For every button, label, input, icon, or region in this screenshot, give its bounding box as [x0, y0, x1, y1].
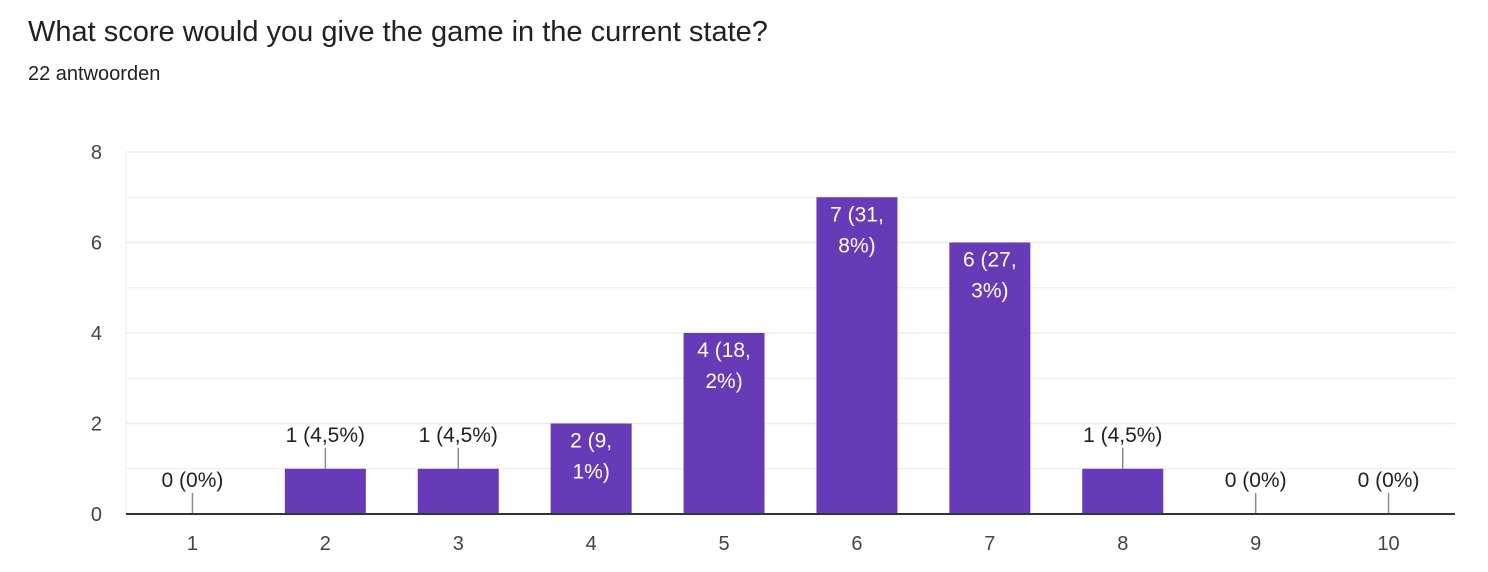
- x-tick-label: 1: [187, 533, 198, 555]
- x-tick-label: 4: [586, 533, 597, 555]
- chart-title: What score would you give the game in th…: [28, 16, 768, 48]
- x-tick-label: 7: [984, 533, 995, 555]
- data-label: 3%): [971, 280, 1008, 303]
- response-count: 22 antwoorden: [28, 63, 161, 85]
- data-label: 7 (31,: [830, 203, 884, 226]
- y-tick-label: 4: [91, 323, 102, 345]
- x-tick-label: 6: [851, 533, 862, 555]
- data-label: 6 (27,: [963, 249, 1017, 272]
- data-label: 2 (9,: [570, 430, 612, 453]
- bar: [816, 197, 898, 514]
- data-label: 0 (0%): [1225, 469, 1287, 492]
- y-tick-label: 6: [91, 233, 102, 255]
- data-label: 1 (4,5%): [419, 424, 498, 447]
- bar: [417, 468, 499, 514]
- x-tick-label: 10: [1377, 533, 1399, 555]
- data-label: 1 (4,5%): [286, 424, 365, 447]
- data-label: 2%): [705, 370, 742, 393]
- x-tick-label: 9: [1250, 533, 1261, 555]
- bar: [284, 468, 366, 514]
- x-tick-label: 3: [453, 533, 464, 555]
- bar: [949, 242, 1031, 514]
- y-tick-label: 0: [91, 504, 102, 526]
- y-tick-label: 2: [91, 414, 102, 436]
- x-tick-label: 2: [320, 533, 331, 555]
- x-tick-label: 5: [718, 533, 729, 555]
- data-label: 1 (4,5%): [1083, 424, 1162, 447]
- bar: [550, 423, 632, 514]
- data-label: 0 (0%): [162, 469, 224, 492]
- data-label: 4 (18,: [697, 339, 751, 362]
- y-tick-label: 8: [91, 142, 102, 164]
- bar: [683, 333, 765, 514]
- data-label: 1%): [572, 461, 609, 484]
- bar: [1082, 468, 1164, 514]
- data-label: 8%): [838, 234, 875, 257]
- data-label: 0 (0%): [1358, 469, 1420, 492]
- x-tick-label: 8: [1117, 533, 1128, 555]
